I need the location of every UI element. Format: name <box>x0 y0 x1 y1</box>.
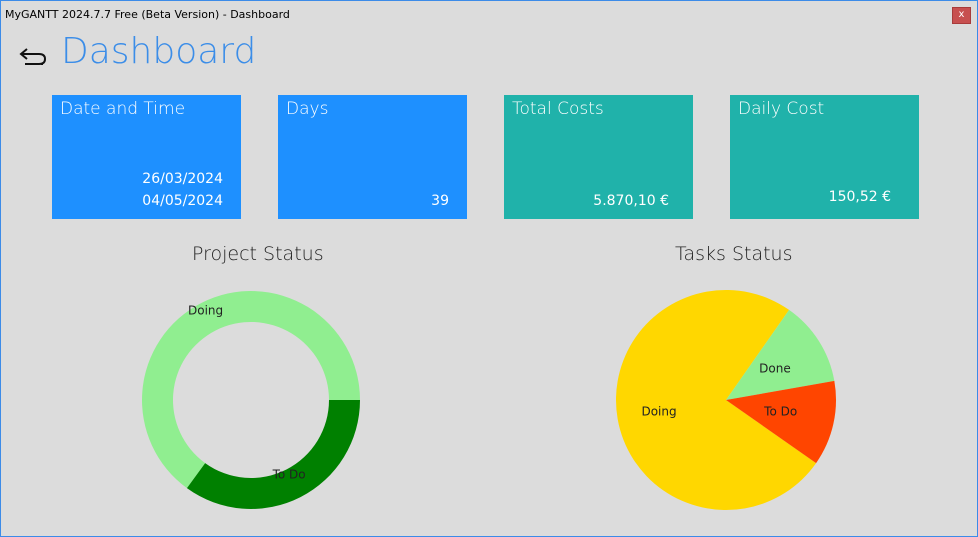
window-title: MyGANTT 2024.7.7 Free (Beta Version) - D… <box>5 8 290 21</box>
slice-doing <box>141 290 360 489</box>
tasks-status-title: Tasks Status <box>675 243 793 265</box>
slice-label-doing: Doing <box>188 303 223 317</box>
days-value: 39 <box>431 193 449 209</box>
tile-days: Days 39 <box>278 95 467 219</box>
tile-daily-cost: Daily Cost 150,52 € <box>730 95 919 219</box>
tile-total-costs: Total Costs 5.870,10 € <box>504 95 693 219</box>
project-status-chart: Doing To Do <box>141 290 360 509</box>
slice-label-doing: Doing <box>641 404 676 418</box>
start-date: 26/03/2024 <box>142 171 223 187</box>
page-title: Dashboard <box>61 31 257 72</box>
back-icon[interactable] <box>19 43 49 69</box>
slice-label-to-do: To Do <box>763 405 797 419</box>
end-date: 04/05/2024 <box>142 193 223 209</box>
tile-label: Total Costs <box>512 99 604 119</box>
slice-done <box>726 309 835 400</box>
tile-label: Daily Cost <box>738 99 825 119</box>
slice-label-to-do: To Do <box>272 467 306 481</box>
tile-date-time: Date and Time 26/03/2024 04/05/2024 <box>52 95 241 219</box>
slice-to-do <box>186 400 360 509</box>
project-status-title: Project Status <box>192 243 324 265</box>
slice-doing <box>616 290 817 510</box>
slice-to-do <box>726 380 836 464</box>
tasks-status-chart: Doing Done To Do <box>616 290 836 510</box>
title-bar[interactable]: MyGANTT 2024.7.7 Free (Beta Version) - D… <box>1 1 977 29</box>
daily-cost-value: 150,52 € <box>828 189 891 205</box>
total-costs-value: 5.870,10 € <box>593 193 669 209</box>
tile-label: Days <box>286 99 329 119</box>
close-button[interactable]: x <box>952 7 971 24</box>
slice-label-done: Done <box>759 361 791 375</box>
tile-label: Date and Time <box>60 99 186 119</box>
